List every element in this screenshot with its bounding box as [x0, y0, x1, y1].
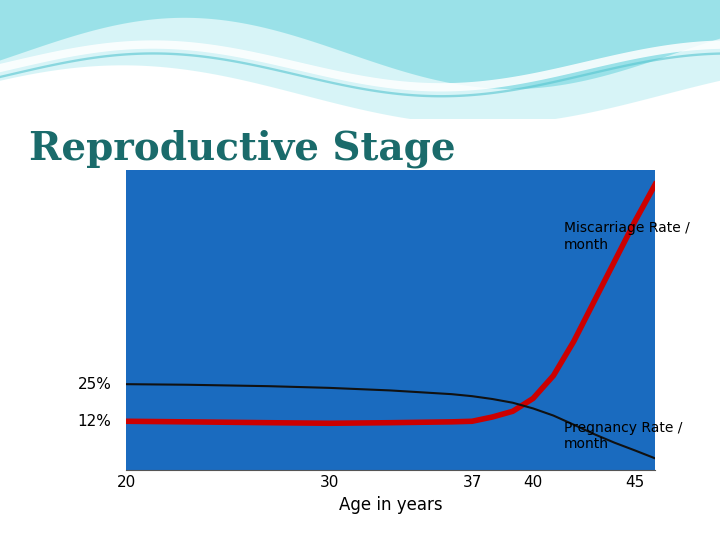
- Polygon shape: [0, 40, 720, 91]
- Text: Pregnancy Rate /
month: Pregnancy Rate / month: [564, 421, 682, 451]
- Polygon shape: [0, 0, 720, 89]
- X-axis label: Age in years: Age in years: [339, 496, 442, 514]
- Text: 12%: 12%: [78, 414, 112, 429]
- Text: 25%: 25%: [78, 377, 112, 392]
- Text: Miscarriage Rate /
month: Miscarriage Rate / month: [564, 221, 689, 252]
- Polygon shape: [0, 52, 720, 97]
- Text: Reproductive Stage: Reproductive Stage: [29, 130, 456, 168]
- Polygon shape: [0, 0, 720, 125]
